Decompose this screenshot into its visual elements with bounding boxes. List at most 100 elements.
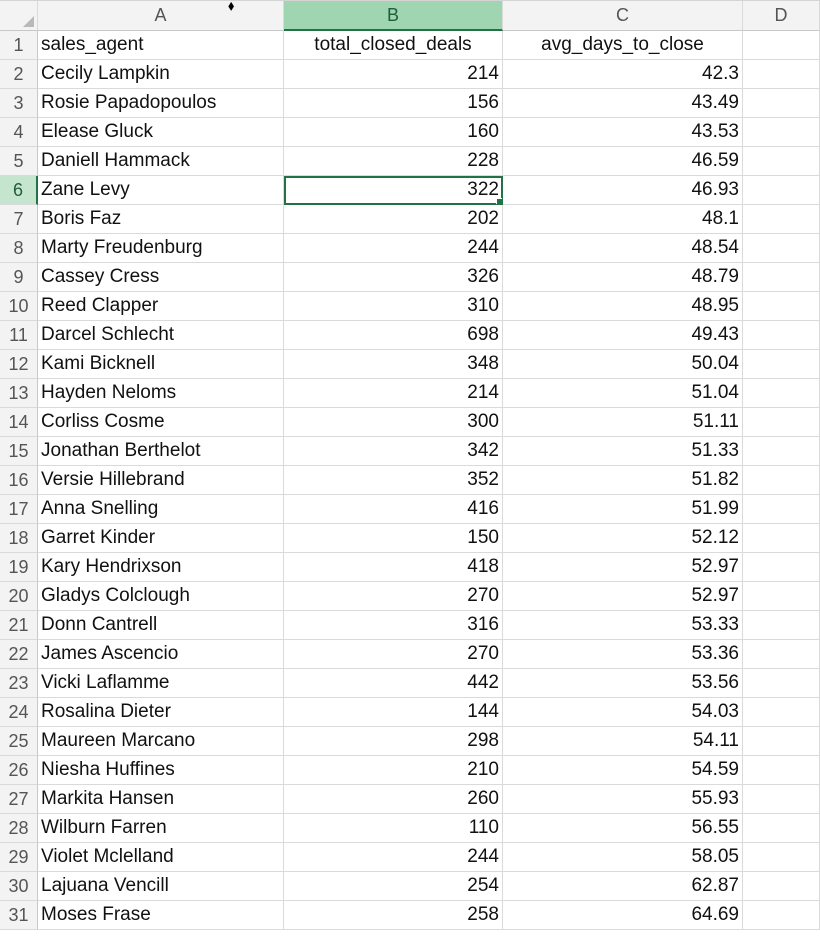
row-header-3[interactable]: 3 bbox=[0, 89, 38, 118]
cell-avg-days-to-close[interactable]: 48.95 bbox=[503, 292, 743, 321]
row-header-20[interactable]: 20 bbox=[0, 582, 38, 611]
cell-avg-days-to-close[interactable]: 53.36 bbox=[503, 640, 743, 669]
cell-avg-days-to-close[interactable]: 51.82 bbox=[503, 466, 743, 495]
cell-agent-name[interactable]: Maureen Marcano bbox=[38, 727, 284, 756]
cell-total-closed-deals[interactable]: 144 bbox=[284, 698, 503, 727]
row-header-30[interactable]: 30 bbox=[0, 872, 38, 901]
row-header-22[interactable]: 22 bbox=[0, 640, 38, 669]
cell-avg-days-to-close[interactable]: 43.53 bbox=[503, 118, 743, 147]
cell-empty-d[interactable] bbox=[743, 785, 820, 814]
row-header-14[interactable]: 14 bbox=[0, 408, 38, 437]
cell-empty-d[interactable] bbox=[743, 321, 820, 350]
cell-total-closed-deals[interactable]: 160 bbox=[284, 118, 503, 147]
cell-avg-days-to-close[interactable]: 52.97 bbox=[503, 553, 743, 582]
cell-empty-d[interactable] bbox=[743, 756, 820, 785]
cell-agent-name[interactable]: Boris Faz bbox=[38, 205, 284, 234]
cell-agent-name[interactable]: Rosalina Dieter bbox=[38, 698, 284, 727]
cell-empty-d[interactable] bbox=[743, 263, 820, 292]
cell-avg-days-to-close[interactable]: 55.93 bbox=[503, 785, 743, 814]
cell-agent-name[interactable]: Hayden Neloms bbox=[38, 379, 284, 408]
cell-avg-days-to-close[interactable]: 52.97 bbox=[503, 582, 743, 611]
cell-avg-days-to-close[interactable]: 54.03 bbox=[503, 698, 743, 727]
cell-agent-name[interactable]: Gladys Colclough bbox=[38, 582, 284, 611]
cell-avg-days-to-close[interactable]: 46.93 bbox=[503, 176, 743, 205]
cell-total-closed-deals[interactable]: 244 bbox=[284, 234, 503, 263]
column-header-b[interactable]: B bbox=[284, 1, 503, 31]
cell-empty-d[interactable] bbox=[743, 901, 820, 930]
cell-agent-name[interactable]: Garret Kinder bbox=[38, 524, 284, 553]
row-header-15[interactable]: 15 bbox=[0, 437, 38, 466]
cell-total-closed-deals[interactable]: 270 bbox=[284, 582, 503, 611]
row-header-1[interactable]: 1 bbox=[0, 31, 38, 60]
cell-agent-name[interactable]: Zane Levy bbox=[38, 176, 284, 205]
cell-avg-days-to-close[interactable]: 62.87 bbox=[503, 872, 743, 901]
row-header-13[interactable]: 13 bbox=[0, 379, 38, 408]
cell-avg-days-to-close[interactable]: 54.59 bbox=[503, 756, 743, 785]
cell-total-closed-deals[interactable]: 202 bbox=[284, 205, 503, 234]
cell-agent-name[interactable]: Darcel Schlecht bbox=[38, 321, 284, 350]
cell-agent-name[interactable]: Cassey Cress bbox=[38, 263, 284, 292]
cell-total-closed-deals[interactable]: 110 bbox=[284, 814, 503, 843]
cell-empty-d[interactable] bbox=[743, 698, 820, 727]
cell-total-closed-deals[interactable]: 352 bbox=[284, 466, 503, 495]
active-cell-total-closed-deals[interactable]: 322 bbox=[284, 176, 503, 205]
cell-total-closed-deals[interactable]: 698 bbox=[284, 321, 503, 350]
row-header-11[interactable]: 11 bbox=[0, 321, 38, 350]
cell-total-closed-deals[interactable]: 342 bbox=[284, 437, 503, 466]
cell-total-closed-deals[interactable]: 260 bbox=[284, 785, 503, 814]
row-header-18[interactable]: 18 bbox=[0, 524, 38, 553]
cell-avg-days-to-close[interactable]: 51.99 bbox=[503, 495, 743, 524]
cell-agent-name[interactable]: Kami Bicknell bbox=[38, 350, 284, 379]
cell-d1[interactable] bbox=[743, 31, 820, 60]
column-header-a[interactable]: A bbox=[38, 1, 284, 31]
cell-total-closed-deals[interactable]: 316 bbox=[284, 611, 503, 640]
cell-empty-d[interactable] bbox=[743, 408, 820, 437]
cell-a1-sales-agent[interactable]: sales_agent bbox=[38, 31, 284, 60]
cell-agent-name[interactable]: Marty Freudenburg bbox=[38, 234, 284, 263]
row-header-23[interactable]: 23 bbox=[0, 669, 38, 698]
row-header-27[interactable]: 27 bbox=[0, 785, 38, 814]
column-header-c[interactable]: C bbox=[503, 1, 743, 31]
cell-avg-days-to-close[interactable]: 58.05 bbox=[503, 843, 743, 872]
cell-empty-d[interactable] bbox=[743, 669, 820, 698]
cell-agent-name[interactable]: Daniell Hammack bbox=[38, 147, 284, 176]
cell-agent-name[interactable]: Jonathan Berthelot bbox=[38, 437, 284, 466]
cell-total-closed-deals[interactable]: 254 bbox=[284, 872, 503, 901]
cell-agent-name[interactable]: Moses Frase bbox=[38, 901, 284, 930]
cell-empty-d[interactable] bbox=[743, 582, 820, 611]
row-header-29[interactable]: 29 bbox=[0, 843, 38, 872]
cell-empty-d[interactable] bbox=[743, 176, 820, 205]
cell-empty-d[interactable] bbox=[743, 727, 820, 756]
cell-agent-name[interactable]: Donn Cantrell bbox=[38, 611, 284, 640]
cell-empty-d[interactable] bbox=[743, 495, 820, 524]
cell-agent-name[interactable]: Markita Hansen bbox=[38, 785, 284, 814]
cell-agent-name[interactable]: Versie Hillebrand bbox=[38, 466, 284, 495]
cell-total-closed-deals[interactable]: 156 bbox=[284, 89, 503, 118]
row-header-10[interactable]: 10 bbox=[0, 292, 38, 321]
row-header-21[interactable]: 21 bbox=[0, 611, 38, 640]
cell-total-closed-deals[interactable]: 442 bbox=[284, 669, 503, 698]
cell-c1-avg-days-to-close[interactable]: avg_days_to_close bbox=[503, 31, 743, 60]
cell-total-closed-deals[interactable]: 298 bbox=[284, 727, 503, 756]
cell-avg-days-to-close[interactable]: 48.79 bbox=[503, 263, 743, 292]
cell-agent-name[interactable]: Anna Snelling bbox=[38, 495, 284, 524]
row-header-2[interactable]: 2 bbox=[0, 60, 38, 89]
cell-total-closed-deals[interactable]: 210 bbox=[284, 756, 503, 785]
cell-avg-days-to-close[interactable]: 48.54 bbox=[503, 234, 743, 263]
select-all-corner[interactable] bbox=[0, 1, 38, 31]
cell-empty-d[interactable] bbox=[743, 640, 820, 669]
cell-empty-d[interactable] bbox=[743, 379, 820, 408]
cell-empty-d[interactable] bbox=[743, 843, 820, 872]
cell-empty-d[interactable] bbox=[743, 553, 820, 582]
cell-agent-name[interactable]: Niesha Huffines bbox=[38, 756, 284, 785]
cell-empty-d[interactable] bbox=[743, 60, 820, 89]
cell-empty-d[interactable] bbox=[743, 437, 820, 466]
row-header-25[interactable]: 25 bbox=[0, 727, 38, 756]
cell-agent-name[interactable]: Kary Hendrixson bbox=[38, 553, 284, 582]
row-header-6[interactable]: 6 bbox=[0, 176, 38, 205]
row-header-26[interactable]: 26 bbox=[0, 756, 38, 785]
cell-empty-d[interactable] bbox=[743, 611, 820, 640]
row-header-4[interactable]: 4 bbox=[0, 118, 38, 147]
cell-total-closed-deals[interactable]: 258 bbox=[284, 901, 503, 930]
cell-avg-days-to-close[interactable]: 46.59 bbox=[503, 147, 743, 176]
